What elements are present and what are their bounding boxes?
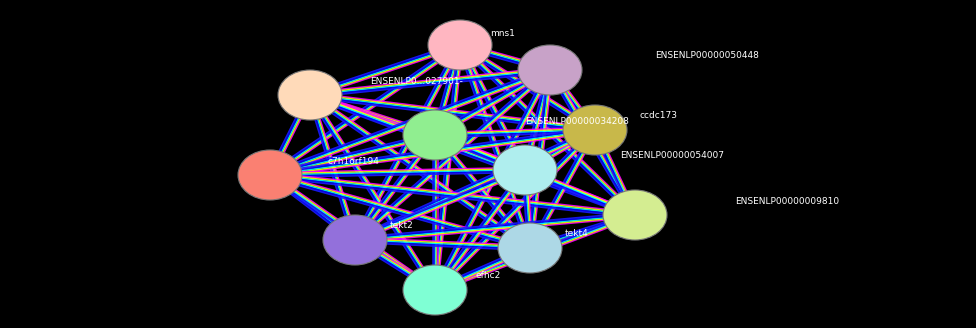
Ellipse shape <box>603 190 667 240</box>
Ellipse shape <box>563 105 627 155</box>
Text: tekt2: tekt2 <box>390 221 414 231</box>
Text: ENSENLP0...027901-: ENSENLP0...027901- <box>370 76 463 86</box>
Ellipse shape <box>498 223 562 273</box>
Text: efhc2: efhc2 <box>475 272 501 280</box>
Ellipse shape <box>278 70 342 120</box>
Ellipse shape <box>323 215 387 265</box>
Ellipse shape <box>493 145 557 195</box>
Text: c7h1orf194: c7h1orf194 <box>328 156 380 166</box>
Ellipse shape <box>238 150 302 200</box>
Text: mns1: mns1 <box>490 29 515 37</box>
Text: ENSENLP00000054007: ENSENLP00000054007 <box>620 152 724 160</box>
Ellipse shape <box>403 265 467 315</box>
Text: ENSENLP00000009810: ENSENLP00000009810 <box>735 196 839 206</box>
Ellipse shape <box>518 45 582 95</box>
Ellipse shape <box>428 20 492 70</box>
Text: tekt4: tekt4 <box>565 230 589 238</box>
Ellipse shape <box>403 110 467 160</box>
Text: ccdc173: ccdc173 <box>640 112 678 120</box>
Text: ENSENLP00000050448: ENSENLP00000050448 <box>655 51 759 60</box>
Text: ENSENLP00000034208: ENSENLP00000034208 <box>525 116 629 126</box>
